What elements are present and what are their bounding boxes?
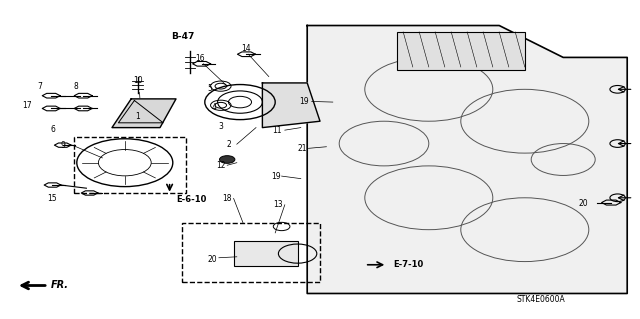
Text: 17: 17	[22, 101, 32, 110]
Bar	[74, 137, 186, 193]
Bar	[397, 32, 525, 70]
Text: 6: 6	[50, 125, 55, 134]
Text: 12: 12	[216, 161, 225, 170]
Text: 19: 19	[271, 172, 282, 181]
Text: 13: 13	[273, 200, 284, 209]
Text: 9: 9	[60, 141, 65, 150]
Bar	[234, 241, 298, 266]
Text: 19: 19	[299, 97, 309, 106]
Text: FR.: FR.	[51, 279, 69, 290]
Text: 16: 16	[195, 54, 205, 63]
Text: 15: 15	[47, 194, 58, 203]
Text: B-47: B-47	[171, 32, 194, 41]
Text: 1: 1	[135, 112, 140, 121]
Polygon shape	[262, 83, 320, 128]
Text: 11: 11	[272, 126, 281, 135]
Text: E-7-10: E-7-10	[394, 260, 424, 269]
Text: 14: 14	[241, 44, 252, 53]
Polygon shape	[307, 26, 627, 293]
Text: 20: 20	[579, 199, 589, 208]
Text: 8: 8	[73, 82, 78, 91]
Polygon shape	[112, 99, 176, 128]
Text: 10: 10	[132, 76, 143, 85]
Text: 21: 21	[298, 144, 307, 153]
Text: 7: 7	[37, 82, 42, 91]
Text: 18: 18	[223, 194, 232, 203]
Text: 20: 20	[207, 256, 218, 264]
Text: 3: 3	[218, 122, 223, 130]
Bar	[182, 223, 320, 282]
Text: 4: 4	[212, 103, 217, 112]
Text: STK4E0600A: STK4E0600A	[516, 295, 565, 304]
Text: 2: 2	[227, 140, 232, 149]
Circle shape	[220, 156, 235, 163]
Text: E-6-10: E-6-10	[176, 195, 206, 204]
Text: 5: 5	[207, 84, 212, 93]
